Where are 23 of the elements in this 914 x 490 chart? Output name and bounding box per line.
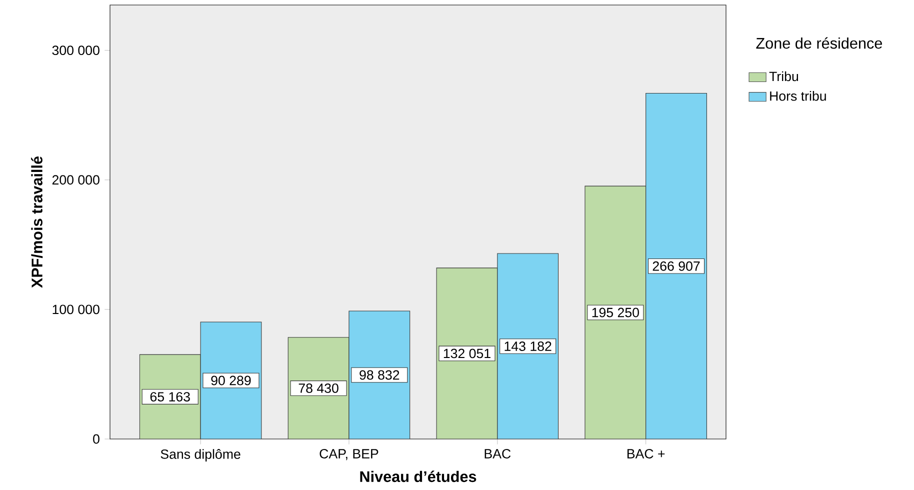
y-tick-label: 200 000 [52,175,100,185]
x-tick-label: Sans diplôme [160,449,240,462]
data-label: 143 182 [504,342,552,351]
data-label: 132 051 [444,348,490,358]
x-axis-title: Niveau d’études [360,470,476,482]
y-tick-label: 0 [93,434,100,444]
legend-label: Hors tribu [770,91,826,101]
bar [436,268,498,439]
x-tick-label: BAC [484,449,511,458]
x-tick-label: CAP, BEP [320,449,378,460]
data-label: 98 832 [360,370,400,380]
legend-label: Tribu [769,71,798,82]
y-tick-label: 100 000 [52,304,100,314]
y-tick-label: 300 000 [52,46,100,56]
y-axis-title: XPF/mois travaillé [31,156,43,288]
data-label: 78 430 [298,383,338,393]
data-label: 90 289 [211,376,251,386]
bar [584,186,646,439]
data-label: 195 250 [592,308,639,318]
x-tick-label: BAC + [627,449,665,458]
data-label: 65 163 [150,392,190,402]
legend-title: Zone de résidence [756,37,882,49]
data-label: 266 907 [652,261,700,271]
